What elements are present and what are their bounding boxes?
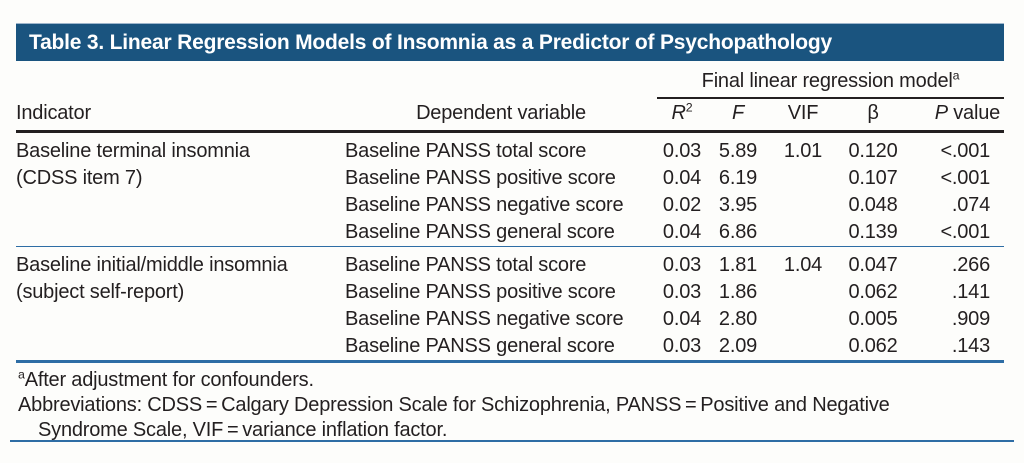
cell-beta: 0.120 — [848, 139, 898, 162]
r2-symbol: R — [671, 101, 686, 124]
column-header-row: Indicator Dependent variable R2 F VIF β … — [16, 98, 1005, 133]
cell-indicator — [16, 192, 345, 219]
cell-p-value: .143 — [909, 332, 1005, 363]
cell-dependent-variable: Baseline PANSS total score — [345, 245, 657, 279]
cell-beta: 0.047 — [837, 245, 909, 279]
cell-indicator: Baseline initial/middle insomnia — [16, 245, 345, 279]
cell-f: 3.95 — [718, 193, 758, 216]
cell-indicator: (subject self-report) — [16, 280, 185, 303]
cell-vif — [769, 306, 837, 333]
cell-p-value: .266 — [909, 245, 1005, 279]
cell-dependent-variable: Baseline PANSS positive score — [345, 166, 616, 189]
regression-table: Final linear regression modela Indicator… — [16, 64, 1005, 363]
spanner-header: Final linear regression modela — [657, 64, 1005, 99]
cell-dependent-variable: Baseline PANSS general score — [345, 332, 657, 363]
table-title-bar: Table 3. Linear Regression Models of Ins… — [16, 23, 1004, 61]
cell-f: 2.09 — [707, 332, 769, 363]
footnote-abbreviations-line2: Syndrome Scale, VIF = variance inflation… — [38, 418, 448, 441]
spanner-header-row: Final linear regression modela — [16, 64, 1005, 99]
cell-r2: 0.04 — [662, 307, 702, 330]
col-header-beta: β — [837, 98, 909, 133]
table-row: Baseline PANSS negative score 0.02 3.95 … — [16, 192, 1004, 219]
cell-vif: 1.04 — [769, 245, 837, 279]
cell-r2: 0.03 — [662, 139, 702, 162]
cell-p-value: .909 — [951, 307, 991, 330]
table-wrap: Final linear regression modela Indicator… — [16, 64, 1005, 443]
cell-r2: 0.03 — [657, 332, 707, 363]
bottom-rule — [10, 440, 1014, 442]
cell-beta: 0.005 — [848, 307, 898, 330]
cell-dependent-variable: Baseline PANSS general score — [345, 220, 615, 243]
footnotes: aAfter adjustment for confounders. Abbre… — [16, 368, 1004, 443]
cell-beta: 0.062 — [837, 332, 909, 363]
cell-beta: 0.107 — [848, 166, 898, 189]
cell-f: 2.80 — [718, 307, 758, 330]
table-row: Baseline PANSS negative score 0.04 2.80 … — [16, 306, 1004, 333]
col-header-f: F — [707, 98, 769, 133]
cell-r2: 0.04 — [662, 220, 702, 243]
cell-vif — [769, 332, 837, 363]
cell-beta: 0.139 — [848, 220, 898, 243]
footnote-a-marker: a — [18, 366, 25, 381]
table-row: (CDSS item 7) Baseline PANSS positive sc… — [16, 165, 1004, 192]
cell-indicator — [16, 306, 345, 333]
r2-exponent: 2 — [685, 99, 693, 114]
cell-beta: 0.062 — [848, 280, 898, 303]
table-row: Baseline terminal insomnia Baseline PANS… — [16, 131, 1004, 165]
cell-p-value: <.001 — [940, 166, 991, 189]
cell-indicator — [16, 332, 345, 363]
cell-r2: 0.03 — [657, 245, 707, 279]
cell-indicator: Baseline terminal insomnia — [16, 139, 250, 162]
cell-dependent-variable: Baseline PANSS positive score — [345, 280, 616, 303]
table-title: Table 3. Linear Regression Models of Ins… — [29, 30, 832, 54]
cell-indicator — [16, 219, 345, 247]
cell-p-value: <.001 — [940, 139, 991, 162]
table-row: Baseline initial/middle insomnia Baselin… — [16, 245, 1005, 279]
cell-f: 6.86 — [718, 220, 758, 243]
cell-p-value: .074 — [951, 193, 991, 216]
table-row: Baseline PANSS general score 0.04 6.86 0… — [16, 219, 1004, 247]
col-header-r2: R2 — [657, 98, 707, 133]
cell-dependent-variable: Baseline PANSS total score — [345, 139, 587, 162]
cell-beta: 0.048 — [848, 193, 898, 216]
cell-f: 6.19 — [718, 166, 758, 189]
col-header-indicator: Indicator — [16, 98, 345, 133]
cell-r2: 0.03 — [662, 280, 702, 303]
cell-indicator: (CDSS item 7) — [16, 166, 143, 189]
col-header-vif: VIF — [769, 98, 837, 133]
spanner-footnote-marker: a — [952, 68, 960, 83]
p-symbol: P — [934, 101, 948, 124]
cell-vif — [769, 192, 837, 219]
cell-dependent-variable: Baseline PANSS negative score — [345, 307, 624, 330]
col-header-p-value: P value — [909, 98, 1005, 133]
cell-r2: 0.04 — [662, 166, 702, 189]
table-row: (subject self-report) Baseline PANSS pos… — [16, 279, 1004, 306]
footnote-a-text: After adjustment for confounders. — [24, 368, 314, 391]
cell-f: 1.81 — [707, 245, 769, 279]
table-row: Baseline PANSS general score 0.03 2.09 0… — [16, 332, 1005, 363]
cell-r2: 0.02 — [662, 193, 702, 216]
cell-p-value: <.001 — [940, 220, 991, 243]
footnote-abbreviations-line1: Abbreviations: CDSS = Calgary Depression… — [18, 393, 890, 416]
cell-vif — [769, 165, 837, 192]
p-value-word: value — [947, 101, 1001, 124]
cell-f: 1.86 — [718, 280, 758, 303]
footnote-a: aAfter adjustment for confounders. — [18, 368, 1004, 393]
spanner-spacer — [16, 64, 657, 98]
col-header-dependent-variable: Dependent variable — [345, 98, 657, 133]
cell-p-value: .141 — [951, 280, 991, 303]
cell-vif — [769, 279, 837, 306]
cell-vif: 1.01 — [783, 139, 823, 162]
cell-f: 5.89 — [718, 139, 758, 162]
cell-vif — [769, 219, 837, 247]
cell-dependent-variable: Baseline PANSS negative score — [345, 193, 624, 216]
spanner-label: Final linear regression model — [701, 70, 953, 92]
